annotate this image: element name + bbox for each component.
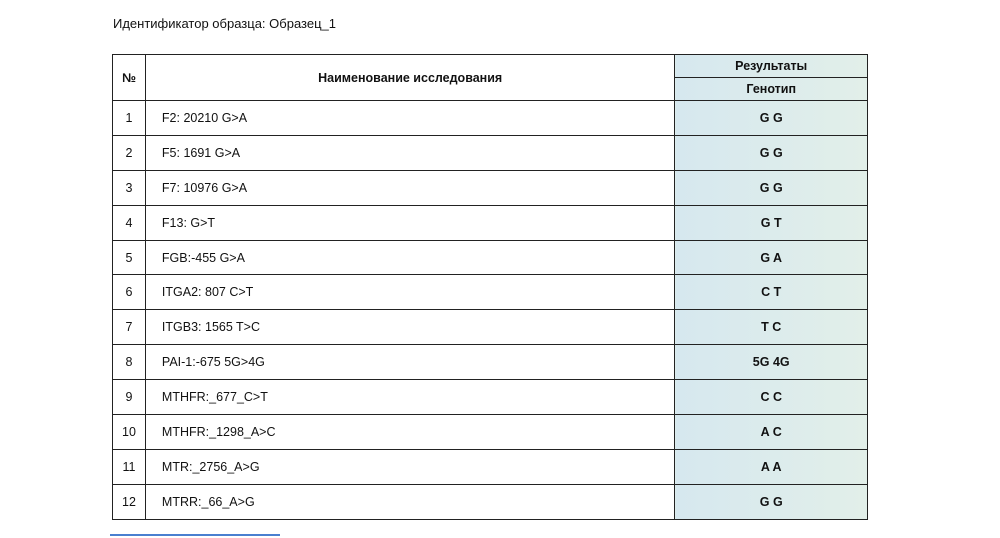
header-row: Генотип [113, 77, 868, 101]
header-row: № Наименование исследования Результаты [112, 54, 868, 101]
row-number: 4 [112, 204, 146, 241]
results-table: № Наименование исследования Результаты Г… [112, 54, 868, 520]
genotype: G T [674, 204, 868, 241]
row-number: 10 [112, 414, 146, 450]
genotype: G G [674, 100, 868, 136]
table-row: 1 F2: 20210 G>A G G [112, 100, 868, 136]
test-name: F2: 20210 G>A [144, 100, 676, 136]
row-number: 9 [112, 379, 146, 416]
test-name: MTR:_2756_A>G [144, 448, 676, 485]
test-name: ITGB3: 1565 T>C [144, 309, 676, 346]
row-number: 11 [112, 448, 146, 485]
column-header: Генотип [674, 77, 868, 101]
test-name: MTRR:_66_A>G [144, 483, 676, 520]
table-row: 10 MTHFR:_1298_A>C A C [112, 414, 868, 450]
column-header: Наименование исследования [144, 54, 676, 101]
row-number: 1 [112, 100, 146, 136]
row-number: 6 [112, 274, 146, 311]
table-row: 11 MTR:_2756_A>G A A [112, 448, 868, 485]
test-name: ITGA2: 807 C>T [144, 274, 676, 311]
test-name: MTHFR:_677_C>T [144, 379, 676, 416]
genotype: G G [674, 169, 868, 206]
genotype: C C [674, 379, 868, 416]
row-number: 2 [112, 134, 146, 171]
row-number: 7 [112, 309, 146, 346]
genotype: G G [674, 483, 868, 520]
table-row: 9 MTHFR:_677_C>T C C [112, 379, 868, 416]
genotype: A C [674, 414, 868, 450]
table-row: 3 F7: 10976 G>A G G [112, 169, 868, 206]
row-number: 3 [112, 169, 146, 206]
genotype: G A [674, 239, 868, 276]
table-row: 4 F13: G>T G T [112, 204, 868, 241]
genotype: A A [674, 448, 868, 485]
table-row: 7 ITGB3: 1565 T>C T C [112, 309, 868, 346]
table-row: 6 ITGA2: 807 C>T C T [112, 274, 868, 311]
test-name: F7: 10976 G>A [144, 169, 676, 206]
genotype: C T [674, 274, 868, 311]
genotype: G G [674, 134, 868, 171]
table-row: 5 FGB:-455 G>A G A [112, 239, 868, 276]
sample-id: Идентификатор образца: Образец_1 [113, 16, 336, 31]
test-name: F13: G>T [144, 204, 676, 241]
genotype: 5G 4G [674, 344, 868, 381]
column-header: Результаты [674, 54, 868, 78]
table-row: 12 MTRR:_66_A>G G G [112, 483, 868, 520]
row-number: 12 [112, 483, 146, 520]
test-name: FGB:-455 G>A [144, 239, 676, 276]
row-number: 8 [112, 344, 146, 381]
test-name: PAI-1:-675 5G>4G [144, 344, 676, 381]
test-name: MTHFR:_1298_A>C [144, 414, 676, 450]
table-row: 8 PAI-1:-675 5G>4G 5G 4G [112, 344, 868, 381]
test-name: F5: 1691 G>A [144, 134, 676, 171]
table-body: 1 F2: 20210 G>A G G 2 F5: 1691 G>A G G 3 F7: 10… [112, 100, 868, 520]
table-row: 2 F5: 1691 G>A G G [112, 134, 868, 171]
decor-line [110, 534, 280, 536]
genotype: T C [674, 309, 868, 346]
column-header: № [112, 54, 146, 101]
row-number: 5 [112, 239, 146, 276]
